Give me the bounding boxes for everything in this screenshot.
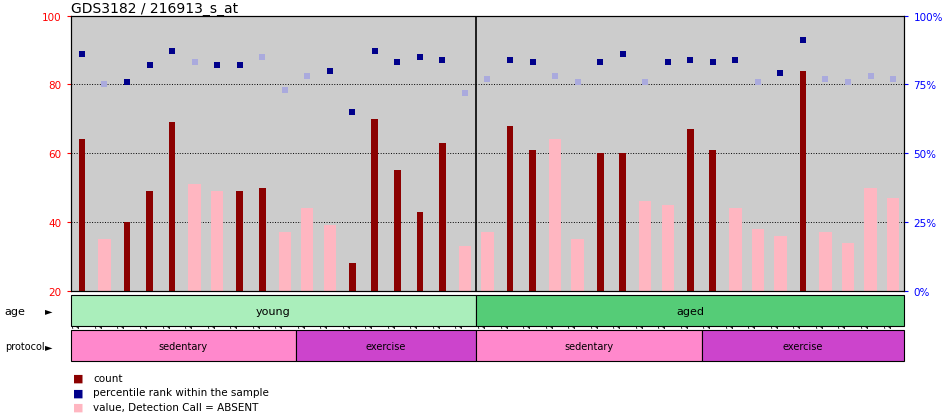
Bar bbox=[529, 150, 536, 291]
Text: exercise: exercise bbox=[365, 341, 406, 351]
Bar bbox=[507, 126, 513, 291]
Text: value, Detection Call = ABSENT: value, Detection Call = ABSENT bbox=[93, 402, 259, 412]
Text: ■: ■ bbox=[73, 387, 83, 397]
Bar bbox=[211, 192, 223, 291]
Text: sedentary: sedentary bbox=[564, 341, 613, 351]
Bar bbox=[477, 330, 702, 361]
Bar bbox=[597, 154, 604, 291]
Bar bbox=[702, 330, 904, 361]
Bar bbox=[842, 243, 854, 291]
Bar bbox=[146, 192, 153, 291]
Text: percentile rank within the sample: percentile rank within the sample bbox=[93, 387, 269, 397]
Bar bbox=[477, 295, 904, 326]
Bar bbox=[709, 150, 716, 291]
Bar bbox=[323, 226, 336, 291]
Bar bbox=[279, 233, 291, 291]
Bar bbox=[729, 209, 741, 291]
Bar bbox=[98, 240, 110, 291]
Text: aged: aged bbox=[676, 306, 705, 316]
Text: exercise: exercise bbox=[783, 341, 823, 351]
Bar bbox=[459, 247, 471, 291]
Bar bbox=[394, 171, 400, 291]
Bar bbox=[296, 330, 477, 361]
Text: ►: ► bbox=[45, 306, 53, 316]
Bar bbox=[259, 188, 266, 291]
Bar bbox=[865, 188, 877, 291]
Text: ►: ► bbox=[45, 341, 53, 351]
Bar bbox=[820, 233, 832, 291]
Bar bbox=[416, 212, 423, 291]
Bar bbox=[71, 330, 296, 361]
Text: GDS3182 / 216913_s_at: GDS3182 / 216913_s_at bbox=[71, 2, 237, 16]
Bar bbox=[188, 185, 201, 291]
Text: protocol: protocol bbox=[5, 341, 44, 351]
Bar bbox=[71, 295, 477, 326]
Bar bbox=[169, 123, 175, 291]
Bar bbox=[349, 264, 356, 291]
Bar bbox=[439, 144, 446, 291]
Bar bbox=[639, 202, 652, 291]
Bar bbox=[481, 233, 494, 291]
Bar bbox=[236, 192, 243, 291]
Bar bbox=[123, 223, 130, 291]
Text: young: young bbox=[256, 306, 291, 316]
Bar bbox=[687, 130, 693, 291]
Bar bbox=[549, 140, 561, 291]
Bar bbox=[78, 140, 86, 291]
Text: ■: ■ bbox=[73, 402, 83, 412]
Bar bbox=[572, 240, 584, 291]
Bar bbox=[619, 154, 626, 291]
Text: age: age bbox=[5, 306, 25, 316]
Bar bbox=[800, 71, 806, 291]
Bar bbox=[752, 229, 764, 291]
Text: ■: ■ bbox=[73, 373, 83, 383]
Bar bbox=[886, 199, 900, 291]
Bar bbox=[301, 209, 314, 291]
Text: count: count bbox=[93, 373, 122, 383]
Bar bbox=[774, 236, 787, 291]
Bar bbox=[661, 205, 674, 291]
Bar bbox=[371, 119, 378, 291]
Text: sedentary: sedentary bbox=[159, 341, 208, 351]
